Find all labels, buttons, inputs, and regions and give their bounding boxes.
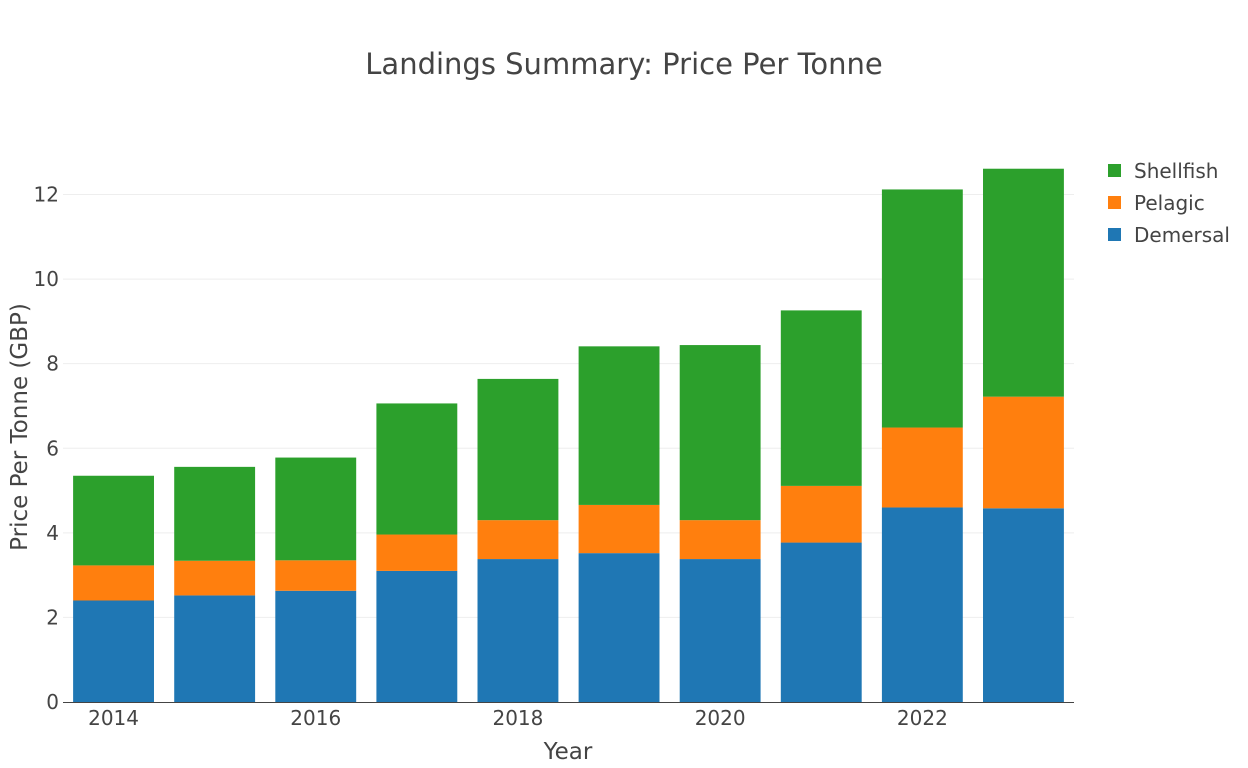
x-axis-ticks: 2014 2016 2018 2020 2022 <box>88 706 948 730</box>
bar-shellfish-2016 <box>275 457 357 561</box>
legend-label: Demersal <box>1134 223 1230 247</box>
bar-pelagic-2021 <box>780 485 862 543</box>
bar-pelagic-2022 <box>881 427 963 508</box>
bar-shellfish-2020 <box>679 345 761 521</box>
bar-demersal-2015 <box>174 595 256 702</box>
legend[interactable]: Shellfish Pelagic Demersal <box>1108 159 1230 247</box>
bar-pelagic-2015 <box>174 560 256 596</box>
bar-pelagic-2016 <box>275 560 357 591</box>
bar-shellfish-2021 <box>780 310 862 486</box>
x-axis-title: Year <box>543 739 593 765</box>
bar-demersal-2020 <box>679 559 761 702</box>
bar-demersal-2021 <box>780 542 862 702</box>
bar-pelagic-2020 <box>679 520 761 560</box>
y-tick-label: 2 <box>46 605 59 629</box>
bar-shellfish-2017 <box>376 403 458 535</box>
x-tick-label: 2018 <box>492 706 543 730</box>
bar-demersal-2016 <box>275 590 357 702</box>
bar-shellfish-2014 <box>73 475 154 566</box>
bar-pelagic-2017 <box>376 534 458 571</box>
x-tick-label: 2016 <box>290 706 341 730</box>
legend-swatch <box>1108 228 1121 241</box>
bar-pelagic-2018 <box>477 520 559 560</box>
bar-pelagic-2014 <box>73 565 154 601</box>
y-tick-label: 10 <box>34 267 59 291</box>
bar-demersal-2019 <box>578 553 660 702</box>
y-tick-label: 8 <box>46 352 59 376</box>
legend-swatch <box>1108 196 1121 209</box>
bar-shellfish-2015 <box>174 466 256 561</box>
bar-pelagic-2023 <box>983 396 1064 509</box>
bar-shellfish-2019 <box>578 346 660 505</box>
y-tick-label: 6 <box>46 436 59 460</box>
bar-shellfish-2018 <box>477 378 559 521</box>
legend-swatch <box>1108 164 1121 177</box>
legend-label: Pelagic <box>1134 191 1205 215</box>
bar-demersal-2018 <box>477 559 559 702</box>
bars <box>73 168 1064 702</box>
legend-item-demersal[interactable]: Demersal <box>1108 223 1230 247</box>
legend-item-shellfish[interactable]: Shellfish <box>1108 159 1218 183</box>
x-tick-label: 2020 <box>695 706 746 730</box>
legend-item-pelagic[interactable]: Pelagic <box>1108 191 1205 215</box>
bar-shellfish-2022 <box>881 189 963 428</box>
y-tick-label: 4 <box>46 521 59 545</box>
bar-demersal-2017 <box>376 570 458 702</box>
bar-shellfish-2023 <box>983 168 1064 397</box>
y-tick-label: 12 <box>34 183 59 207</box>
x-tick-label: 2014 <box>88 706 139 730</box>
bar-pelagic-2019 <box>578 504 660 554</box>
legend-label: Shellfish <box>1134 159 1218 183</box>
bar-demersal-2022 <box>881 507 963 702</box>
bar-demersal-2023 <box>983 508 1064 702</box>
y-tick-label: 0 <box>46 690 59 714</box>
bar-demersal-2014 <box>73 600 154 702</box>
y-axis-ticks: 0 2 4 6 8 10 12 <box>34 183 59 714</box>
y-axis-title: Price Per Tonne (GBP) <box>7 303 33 551</box>
chart-title: Landings Summary: Price Per Tonne <box>365 47 882 81</box>
x-tick-label: 2022 <box>897 706 948 730</box>
